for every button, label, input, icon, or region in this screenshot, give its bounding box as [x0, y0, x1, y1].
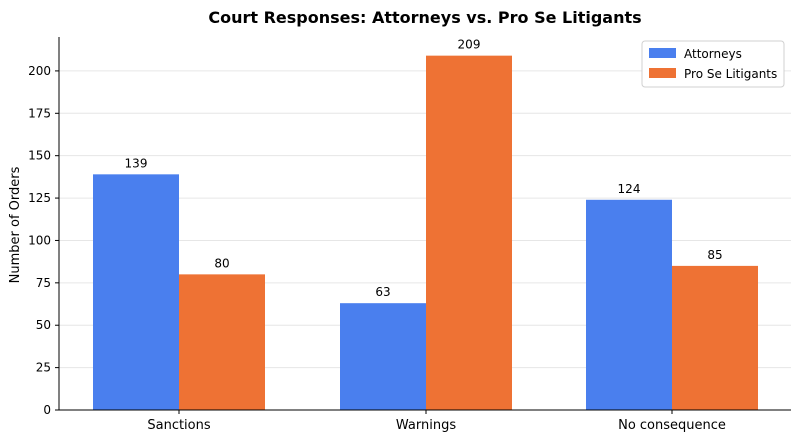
legend-label-attorneys: Attorneys: [684, 47, 742, 61]
y-tick-label: 50: [36, 318, 51, 332]
x-tick-label: Sanctions: [147, 418, 211, 433]
bars: [93, 55, 758, 411]
legend: Attorneys Pro Se Litigants: [641, 40, 785, 88]
y-tick-label: 175: [28, 106, 51, 120]
bar-attorneys-warnings: [340, 303, 426, 410]
y-tick-label: 200: [28, 64, 51, 78]
bar-pro-se-litigants-no-consequence: [672, 265, 758, 410]
y-tick-label: 25: [36, 361, 51, 375]
bar-attorneys-sanctions: [93, 174, 179, 410]
data-label: 209: [458, 38, 481, 52]
data-label: 85: [707, 248, 722, 262]
legend-label-pro-se: Pro Se Litigants: [684, 67, 777, 81]
y-tick-label: 150: [28, 149, 51, 163]
bar-pro-se-litigants-sanctions: [179, 274, 265, 410]
y-axis-label: Number of Orders: [8, 166, 23, 283]
x-categories: Sanctions Warnings No consequence: [147, 410, 726, 433]
chart-title: Court Responses: Attorneys vs. Pro Se Li…: [208, 8, 641, 27]
x-tick-label: Warnings: [396, 418, 456, 433]
bar-attorneys-no-consequence: [586, 199, 672, 410]
data-label: 63: [375, 285, 390, 299]
data-label: 80: [214, 256, 229, 270]
y-tick-label: 100: [28, 233, 51, 247]
legend-swatch-pro-se: [649, 68, 676, 78]
y-tick-label: 0: [43, 403, 51, 417]
y-ticks: 0 25 50 75 100 125 150 175 200: [28, 64, 59, 417]
data-label: 139: [125, 156, 148, 170]
y-tick-label: 75: [36, 276, 51, 290]
legend-swatch-attorneys: [649, 48, 676, 58]
bar-pro-se-litigants-warnings: [426, 55, 512, 411]
legend-box: [641, 40, 785, 88]
data-label: 124: [618, 182, 641, 196]
axes: [58, 37, 791, 411]
data-labels: 139 80 63 209 124 85: [125, 38, 723, 300]
x-tick-label: No consequence: [618, 418, 726, 433]
y-tick-label: 125: [28, 191, 51, 205]
